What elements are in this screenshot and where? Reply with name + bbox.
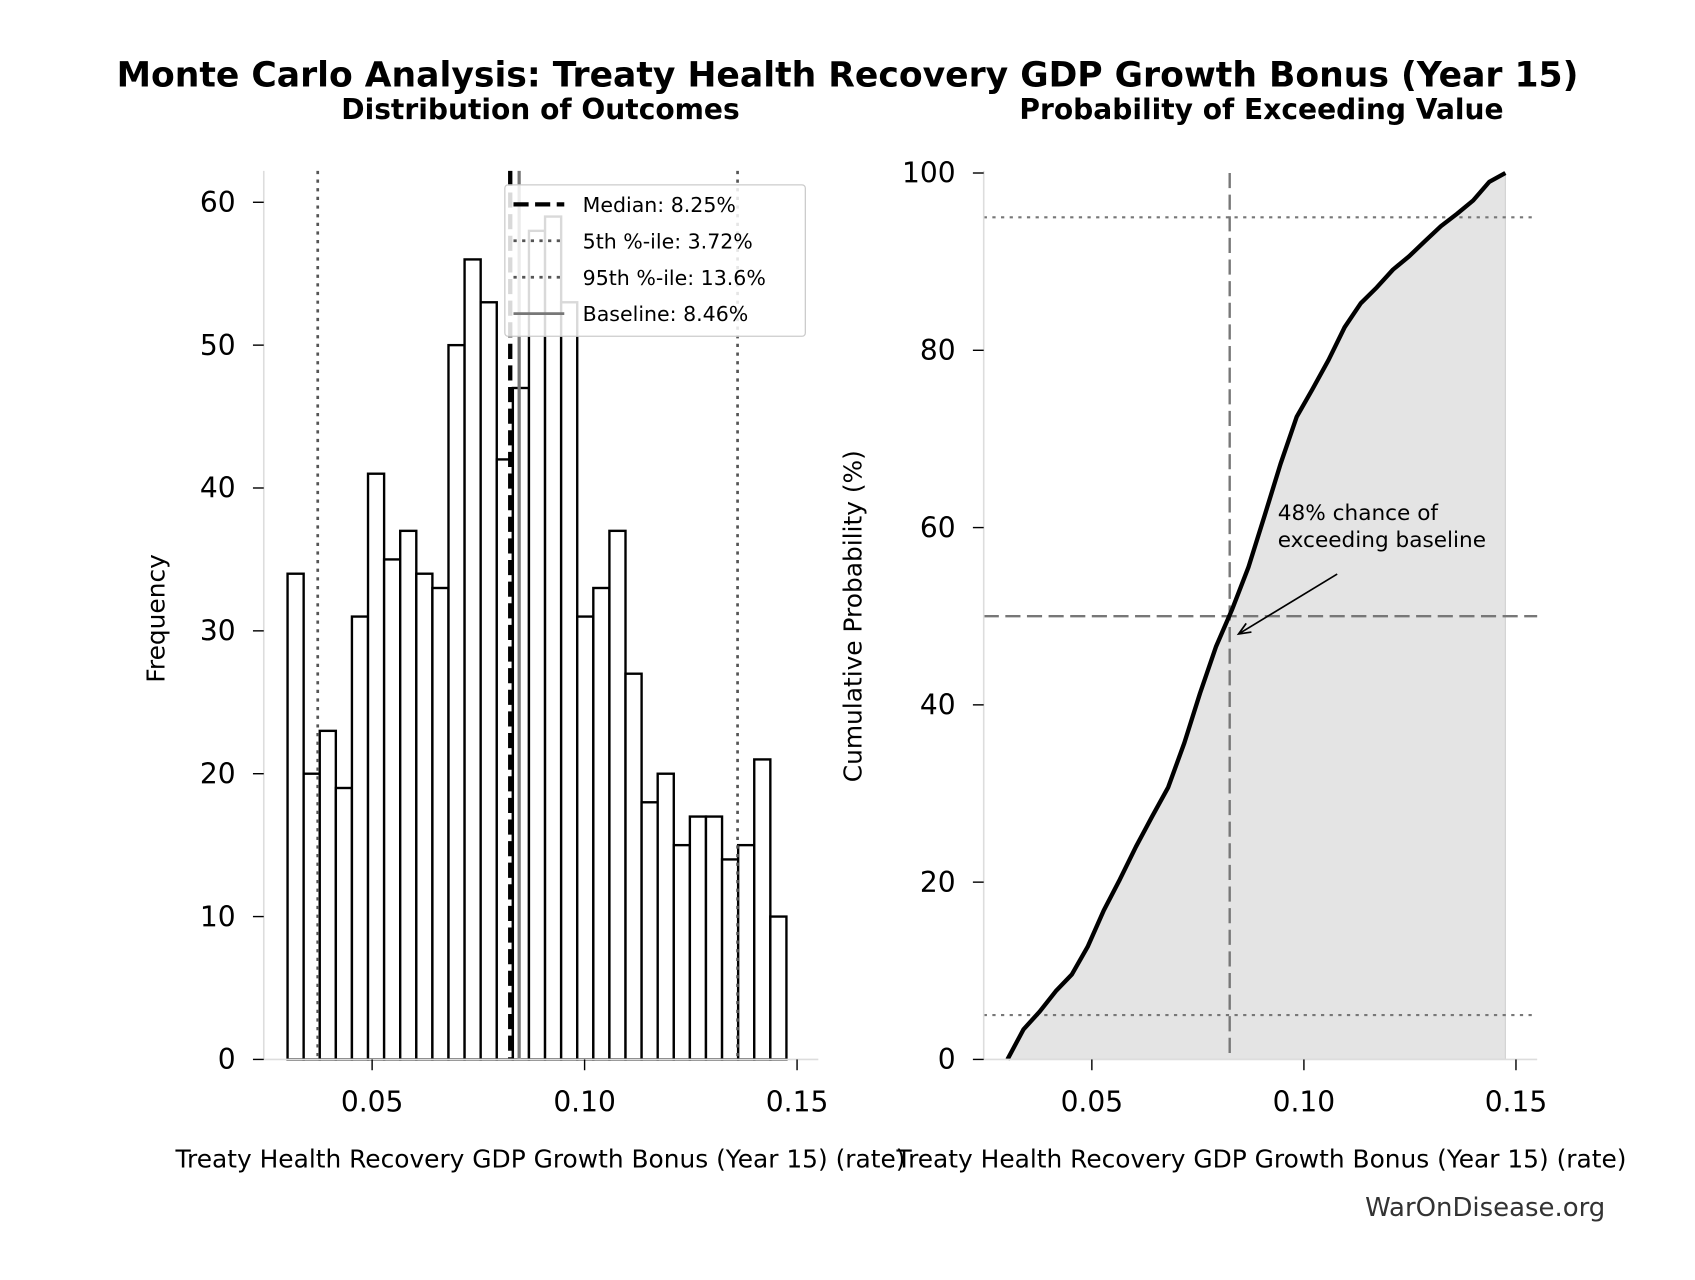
histogram-bar	[656, 772, 675, 1061]
legend: Median: 8.25% 5th %-ile: 3.72% 95th %-ile:…	[504, 184, 806, 337]
y-tick-label: 40	[200, 472, 236, 505]
legend-label: 5th %-ile: 3.72%	[583, 229, 753, 253]
x-tick-label: 0.15	[766, 1085, 829, 1118]
y-tick-label: 50	[200, 329, 236, 362]
histogram-bar	[576, 615, 595, 1061]
histogram-bar	[672, 843, 692, 1061]
y-tick-label: 60	[200, 186, 236, 219]
y-tick-label: 20	[200, 757, 236, 790]
x-tick-label: 0.15	[1485, 1085, 1548, 1118]
histogram-bar	[720, 858, 740, 1061]
x-tick-label: 0.10	[1273, 1085, 1336, 1118]
cdf-annotation: 48% chance of exceeding baseline	[1236, 501, 1486, 636]
annotation-line-1: 48% chance of	[1278, 501, 1440, 526]
histogram-bar	[318, 729, 338, 1061]
histogram-bar	[640, 801, 659, 1061]
histogram-bar	[769, 915, 788, 1061]
annotation-line-2: exceeding baseline	[1278, 528, 1486, 553]
histogram-bar	[463, 258, 482, 1061]
histogram-bar	[543, 215, 563, 1061]
histogram-x-label: Treaty Health Recovery GDP Growth Bonus …	[175, 1145, 906, 1174]
histogram-bar	[382, 558, 402, 1061]
legend-label: 95th %-ile: 13.6%	[583, 266, 766, 290]
histogram-bar	[608, 529, 627, 1061]
cdf-ticks: 0.05 0.10 0.15 0 20 40 60 80 100	[902, 157, 1547, 1119]
histogram-panel: Distribution of Outcomes 0.05 0.10 0.15 0 10…	[141, 93, 905, 1174]
histogram-bar	[736, 843, 756, 1061]
histogram-y-label: Frequency	[141, 554, 170, 682]
histogram-bar	[334, 786, 354, 1061]
histogram-bar	[592, 586, 611, 1061]
watermark: WarOnDisease.org	[1365, 1193, 1605, 1223]
cdf-line	[1005, 171, 1507, 1061]
histogram-bar	[559, 301, 579, 1061]
histogram-bar	[350, 615, 370, 1061]
legend-label: Median: 8.25%	[583, 193, 736, 217]
y-tick-label: 100	[902, 157, 956, 190]
cdf-title: Probability of Exceeding Value	[1019, 93, 1503, 126]
legend-label: Baseline: 8.46%	[583, 302, 749, 326]
annotation-arrowhead	[1236, 622, 1252, 636]
histogram-ticks: 0.05 0.10 0.15 0 10 20 30 40 50 60	[200, 186, 828, 1118]
x-tick-label: 0.05	[341, 1085, 404, 1118]
histogram-bar	[479, 301, 498, 1061]
cdf-panel: Probability of Exceeding Value 0.05 0.10 0…	[839, 93, 1627, 1174]
histogram-title: Distribution of Outcomes	[341, 93, 739, 126]
histogram-bar	[366, 472, 386, 1061]
histogram-bars	[286, 215, 788, 1061]
histogram-bar	[704, 815, 724, 1061]
histogram-bar	[688, 815, 708, 1061]
y-tick-label: 40	[920, 689, 956, 722]
y-tick-label: 10	[200, 900, 236, 933]
y-tick-label: 0	[938, 1043, 956, 1076]
cdf-y-label: Cumulative Probability (%)	[839, 450, 868, 782]
y-tick-label: 80	[920, 334, 956, 367]
cdf-x-label: Treaty Health Recovery GDP Growth Bonus …	[896, 1145, 1627, 1174]
histogram-bar	[753, 758, 772, 1061]
histogram-bar	[511, 386, 531, 1061]
y-tick-label: 20	[920, 866, 956, 899]
histogram-bar	[447, 343, 466, 1061]
histogram-bar	[399, 529, 418, 1061]
histogram-bar	[431, 586, 450, 1061]
annotation-arrow	[1238, 573, 1338, 635]
y-tick-label: 30	[200, 615, 236, 648]
histogram-bar	[527, 229, 547, 1061]
x-tick-label: 0.10	[553, 1085, 616, 1118]
histogram-bar	[415, 572, 434, 1061]
legend-box	[504, 184, 806, 337]
x-tick-label: 0.05	[1061, 1085, 1124, 1118]
y-tick-label: 60	[920, 511, 956, 544]
figure-title: Monte Carlo Analysis: Treaty Health Reco…	[117, 56, 1579, 96]
histogram-bar	[624, 672, 643, 1061]
histogram-bar	[286, 572, 305, 1061]
y-tick-label: 0	[218, 1043, 236, 1076]
